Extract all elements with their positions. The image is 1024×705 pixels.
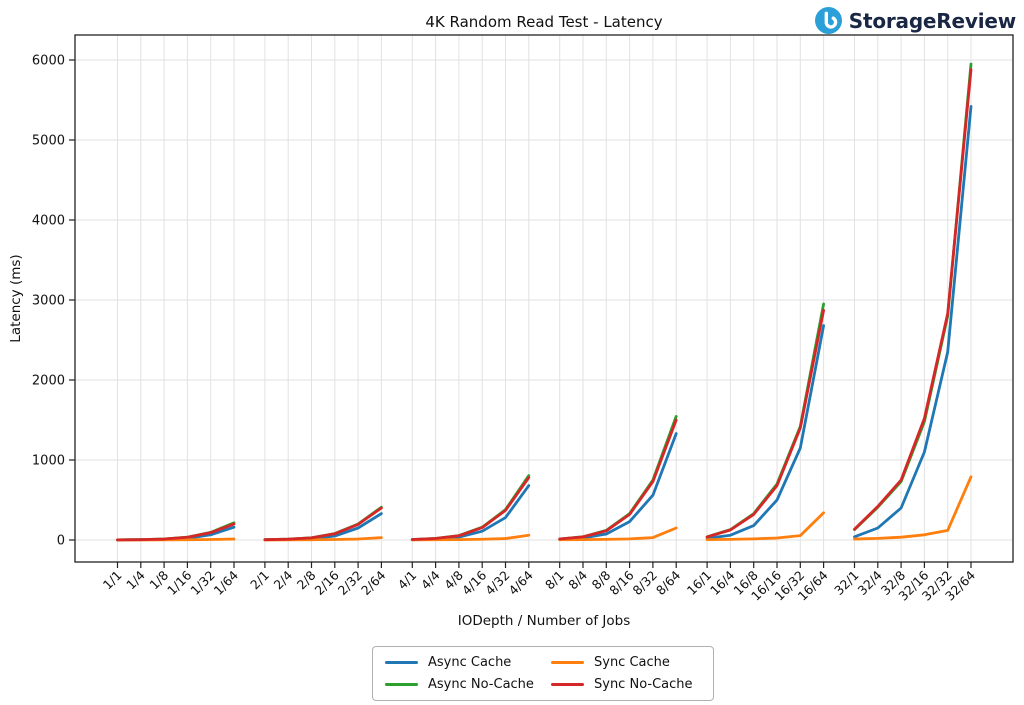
svg-text:2000: 2000 [32, 374, 65, 389]
svg-text:8/4: 8/4 [565, 567, 590, 592]
svg-text:5000: 5000 [32, 134, 65, 149]
x-tick-labels: 1/11/41/81/161/321/64 2/12/42/82/162/322/… [100, 567, 978, 603]
legend-item: Async Cache [385, 655, 535, 670]
x-axis-label: IODepth / Number of Jobs [458, 613, 631, 629]
legend-label: Sync Cache [594, 655, 670, 670]
plot-border [74, 34, 1014, 563]
gridlines [75, 35, 1013, 562]
legend-line-swatch [551, 682, 584, 687]
svg-text:3000: 3000 [32, 294, 65, 309]
svg-text:0: 0 [57, 534, 65, 549]
svg-text:1/64: 1/64 [211, 567, 241, 597]
storagereview-logo-icon [814, 7, 842, 34]
svg-text:2/32: 2/32 [335, 568, 365, 598]
tick-marks [69, 59, 972, 568]
chart-title: 4K Random Read Test - Latency [425, 13, 663, 31]
svg-text:16/1: 16/1 [684, 568, 714, 598]
legend-item: Sync No-Cache [551, 677, 701, 692]
y-axis-label: Latency (ms) [8, 254, 24, 342]
storagereview-logo: StorageReview [814, 7, 1016, 34]
svg-text:2/16: 2/16 [311, 567, 341, 597]
svg-text:8/64: 8/64 [653, 567, 683, 597]
svg-text:1/4: 1/4 [123, 567, 148, 592]
svg-text:4/64: 4/64 [505, 567, 535, 597]
y-tick-labels: 0 1000 2000 3000 4000 5000 6000 [32, 54, 65, 549]
series-line-async-no-cache [116, 62, 973, 542]
svg-text:32/1: 32/1 [831, 568, 861, 598]
svg-text:8/1: 8/1 [542, 568, 567, 593]
series-line-sync-cache [116, 475, 973, 542]
legend-item: Sync Cache [551, 655, 701, 670]
legend-label: Async No-Cache [428, 677, 534, 692]
svg-text:1/32: 1/32 [187, 568, 217, 598]
brand-name: StorageReview [848, 8, 1016, 33]
series-line-async-cache [116, 105, 973, 542]
legend-item: Async No-Cache [385, 677, 535, 692]
svg-text:1/1: 1/1 [100, 568, 125, 593]
svg-text:4/16: 4/16 [459, 567, 489, 597]
svg-text:6000: 6000 [32, 54, 65, 69]
svg-text:4/32: 4/32 [482, 568, 512, 598]
svg-text:1000: 1000 [32, 454, 65, 469]
svg-text:4/1: 4/1 [395, 568, 420, 593]
svg-text:1/16: 1/16 [164, 567, 194, 597]
legend-line-swatch [385, 660, 418, 665]
legend-line-swatch [551, 660, 584, 665]
legend-line-swatch [385, 682, 418, 687]
svg-text:32/4: 32/4 [854, 567, 884, 597]
legend-label: Async Cache [428, 655, 512, 670]
svg-text:16/4: 16/4 [707, 567, 737, 597]
svg-text:2/4: 2/4 [270, 567, 295, 592]
svg-text:4/4: 4/4 [418, 567, 443, 592]
svg-text:2/1: 2/1 [247, 568, 272, 593]
svg-text:2/64: 2/64 [358, 567, 388, 597]
legend-label: Sync No-Cache [594, 677, 693, 692]
svg-text:8/32: 8/32 [630, 568, 660, 598]
series-line-sync-no-cache [116, 68, 973, 542]
svg-text:8/16: 8/16 [606, 567, 636, 597]
legend: Async Cache Async No-Cache Sync Cache Sy… [372, 646, 714, 701]
svg-text:4000: 4000 [32, 214, 65, 229]
